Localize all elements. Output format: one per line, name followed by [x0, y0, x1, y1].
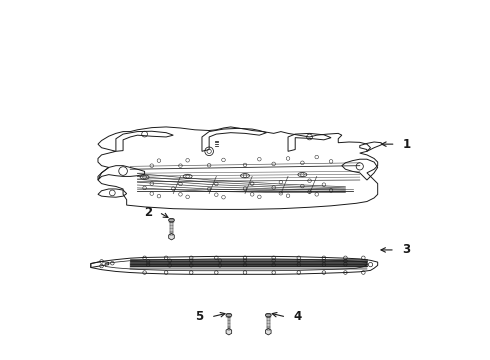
Ellipse shape: [226, 314, 232, 317]
Text: 4: 4: [294, 310, 302, 324]
Polygon shape: [266, 328, 271, 335]
Polygon shape: [226, 328, 232, 335]
Polygon shape: [169, 233, 174, 240]
Text: 5: 5: [196, 310, 204, 324]
Text: 2: 2: [144, 206, 152, 219]
Text: 3: 3: [402, 243, 410, 256]
Text: 1: 1: [403, 138, 411, 150]
Ellipse shape: [266, 314, 271, 317]
Ellipse shape: [169, 219, 174, 222]
